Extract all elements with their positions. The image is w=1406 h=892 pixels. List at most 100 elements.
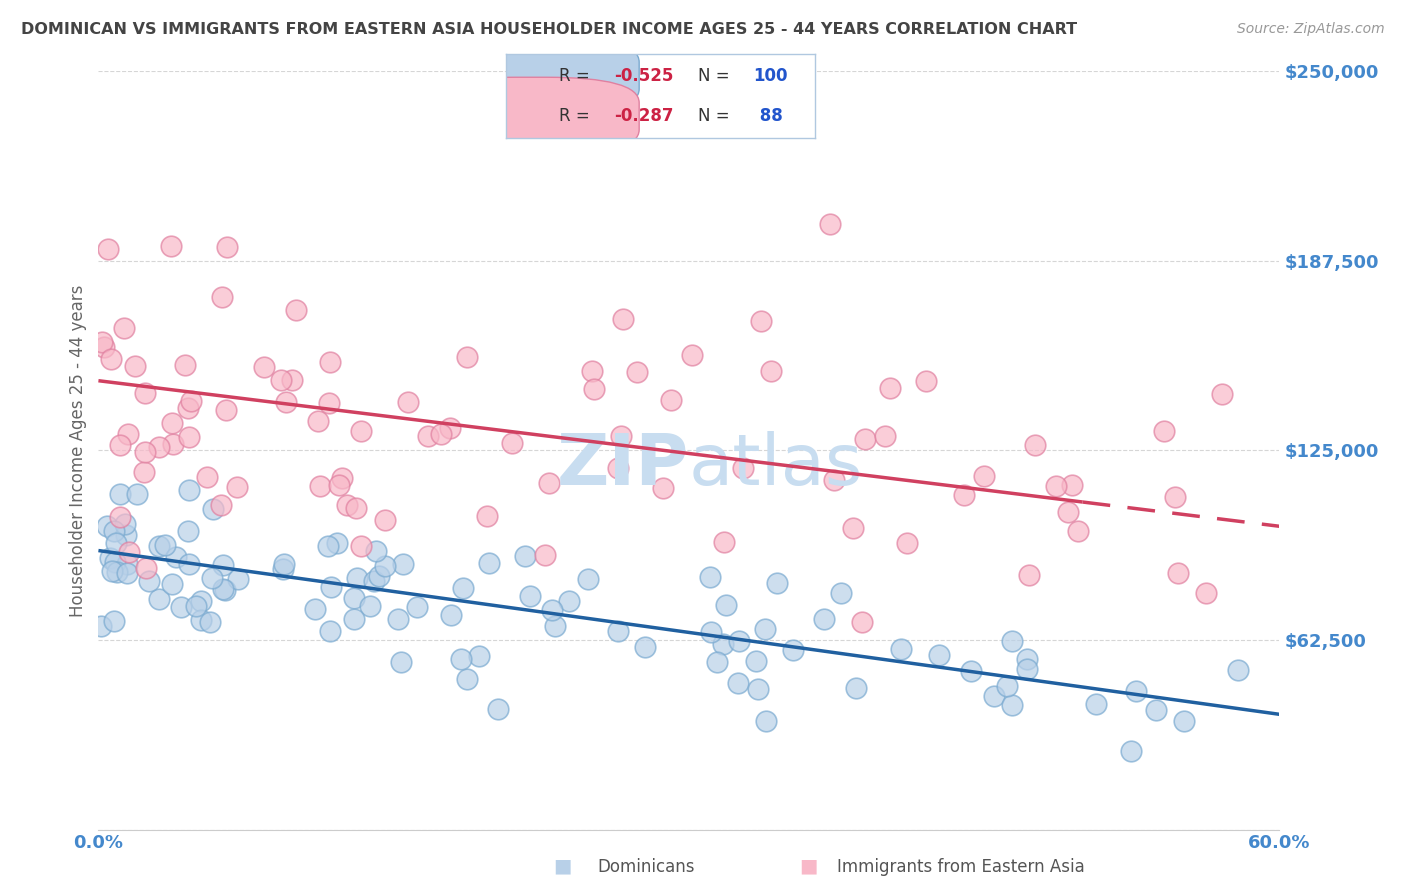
Point — [557, 594, 579, 608]
Point — [450, 652, 472, 666]
Point — [177, 557, 200, 571]
Point — [928, 648, 950, 663]
Point — [350, 425, 373, 439]
Point — [1018, 568, 1040, 582]
Point — [851, 615, 873, 629]
Point — [1045, 479, 1067, 493]
Point — [755, 714, 778, 729]
Point — [165, 549, 187, 564]
Point — [842, 521, 865, 535]
Point — [713, 535, 735, 549]
Point — [766, 576, 789, 591]
Point — [169, 600, 191, 615]
Point — [1167, 566, 1189, 580]
Point — [343, 591, 366, 605]
Point — [209, 498, 232, 512]
FancyBboxPatch shape — [423, 78, 640, 155]
Point — [581, 364, 603, 378]
Point — [714, 598, 737, 612]
Point — [108, 438, 131, 452]
Point — [177, 483, 200, 497]
Point — [1084, 698, 1107, 712]
Point — [983, 689, 1005, 703]
Point — [440, 607, 463, 622]
Text: Source: ZipAtlas.com: Source: ZipAtlas.com — [1237, 22, 1385, 37]
Point — [212, 582, 235, 597]
Point — [309, 479, 332, 493]
Point — [190, 593, 212, 607]
Point — [215, 240, 238, 254]
Point — [699, 570, 721, 584]
Point — [180, 394, 202, 409]
Point — [914, 374, 936, 388]
Point — [115, 557, 138, 571]
Point — [1015, 652, 1038, 666]
Point — [451, 581, 474, 595]
Text: N =: N = — [697, 67, 735, 85]
Point — [538, 475, 561, 490]
Point — [519, 589, 541, 603]
Point — [201, 571, 224, 585]
Y-axis label: Householder Income Ages 25 - 44 years: Householder Income Ages 25 - 44 years — [69, 285, 87, 616]
Point — [198, 615, 221, 630]
Point — [456, 672, 478, 686]
Point — [501, 436, 523, 450]
Point — [316, 539, 339, 553]
Point — [541, 603, 564, 617]
Point — [960, 665, 983, 679]
Point — [576, 572, 599, 586]
Point — [890, 641, 912, 656]
Point — [534, 548, 557, 562]
Point — [389, 655, 412, 669]
Point — [125, 486, 148, 500]
Point — [845, 681, 868, 695]
Text: DOMINICAN VS IMMIGRANTS FROM EASTERN ASIA HOUSEHOLDER INCOME AGES 25 - 44 YEARS : DOMINICAN VS IMMIGRANTS FROM EASTERN ASI… — [21, 22, 1077, 37]
Point — [328, 478, 350, 492]
Point — [177, 430, 200, 444]
Point — [997, 679, 1019, 693]
Text: N =: N = — [697, 107, 735, 125]
Point — [276, 395, 298, 409]
Point — [103, 524, 125, 539]
Point — [1062, 478, 1084, 492]
Point — [652, 481, 675, 495]
Point — [700, 625, 723, 640]
Point — [1057, 505, 1080, 519]
Point — [875, 429, 897, 443]
Point — [103, 614, 125, 628]
Point — [896, 535, 918, 549]
Point — [148, 540, 170, 554]
Point — [134, 445, 156, 459]
Point — [318, 355, 340, 369]
Point — [117, 426, 139, 441]
Point — [148, 440, 170, 454]
Point — [853, 432, 876, 446]
Text: ■: ■ — [799, 857, 818, 876]
Point — [184, 599, 207, 613]
Point — [475, 509, 498, 524]
Text: Immigrants from Eastern Asia: Immigrants from Eastern Asia — [837, 858, 1084, 876]
Point — [177, 524, 200, 538]
Point — [813, 612, 835, 626]
Point — [346, 571, 368, 585]
Point — [747, 682, 769, 697]
Text: R =: R = — [558, 67, 595, 85]
Point — [160, 238, 183, 252]
Text: Dominicans: Dominicans — [598, 858, 695, 876]
Point — [363, 574, 385, 588]
Point — [387, 612, 409, 626]
Point — [281, 373, 304, 387]
Point — [225, 480, 247, 494]
Point — [134, 385, 156, 400]
Point — [418, 428, 440, 442]
Point — [273, 557, 295, 571]
Point — [215, 403, 238, 417]
Point — [344, 500, 367, 515]
Point — [733, 461, 755, 475]
Point — [138, 574, 160, 589]
Point — [823, 473, 845, 487]
Point — [405, 599, 427, 614]
Point — [706, 655, 728, 669]
Point — [1164, 490, 1187, 504]
Point — [153, 538, 176, 552]
